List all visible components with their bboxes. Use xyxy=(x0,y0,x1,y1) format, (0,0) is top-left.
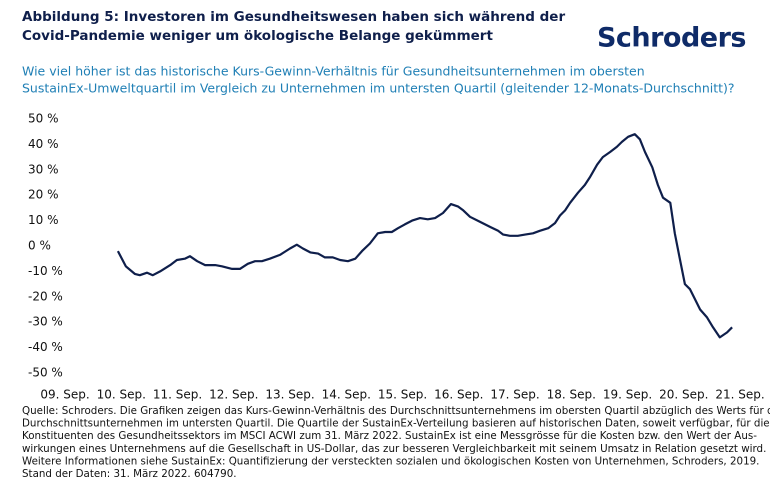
source-note: Weitere Informationen siehe SustainEx: Q… xyxy=(22,455,759,467)
x-tick-label: 12. Sep. xyxy=(209,388,258,402)
source-note: Stand der Daten: 31. März 2022. 604790. xyxy=(22,468,237,480)
y-tick-label: -20 % xyxy=(28,289,63,303)
y-tick-label: 0 % xyxy=(28,239,51,253)
x-tick-label: 11. Sep. xyxy=(153,388,202,402)
chart-title: Abbildung 5: Investoren im Gesundheitswe… xyxy=(22,9,565,25)
subtitle: SustainEx-Umweltquartil im Vergleich zu … xyxy=(22,81,735,96)
y-tick-label: -30 % xyxy=(28,315,63,329)
x-tick-label: 19. Sep. xyxy=(603,388,652,402)
source-note: Quelle: Schroders. Die Grafiken zeigen d… xyxy=(22,405,770,417)
x-tick-label: 17. Sep. xyxy=(490,388,539,402)
line xyxy=(116,133,733,339)
y-tick-label: 50 % xyxy=(28,112,59,126)
x-tick-label: 14. Sep. xyxy=(322,388,371,402)
y-tick-label: 30 % xyxy=(28,162,59,176)
y-tick-label: -10 % xyxy=(28,264,63,278)
x-tick-label: 21. Sep. xyxy=(715,388,764,402)
y-tick-label: -50 % xyxy=(28,366,63,380)
y-tick-label: 20 % xyxy=(28,188,59,202)
source-note: wirkungen eines Unternehmens auf die Ges… xyxy=(22,443,766,455)
x-tick-label: 18. Sep. xyxy=(547,388,596,402)
x-tick-label: 09. Sep. xyxy=(40,388,89,402)
chart-title: Covid-Pandemie weniger um ökologische Be… xyxy=(22,28,493,44)
x-tick-label: 15. Sep. xyxy=(378,388,427,402)
subtitle: Wie viel höher ist das historische Kurs-… xyxy=(22,64,645,79)
y-tick-label: 40 % xyxy=(28,137,59,151)
logo: Schroders xyxy=(597,23,746,54)
x-tick-label: 10. Sep. xyxy=(97,388,146,402)
source-note: Durchschnittsunternehmen im untersten Qu… xyxy=(22,418,770,430)
y-tick-label: -40 % xyxy=(28,340,63,354)
x-tick-label: 16. Sep. xyxy=(434,388,483,402)
x-tick-label: 20. Sep. xyxy=(659,388,708,402)
y-tick-label: 10 % xyxy=(28,213,59,227)
x-tick-label: 13. Sep. xyxy=(265,388,314,402)
source-note: Konstituenten des Gesundheitssektors im … xyxy=(22,430,757,442)
